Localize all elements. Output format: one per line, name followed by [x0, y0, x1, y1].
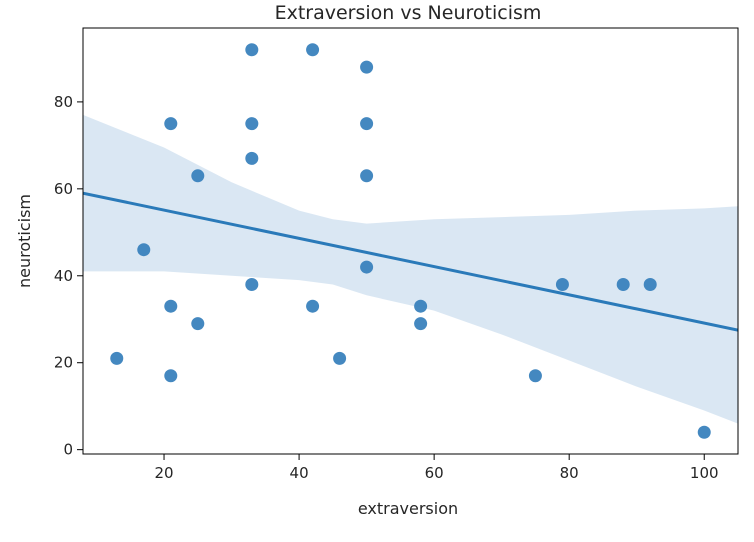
data-point [245, 151, 259, 165]
data-point [360, 60, 374, 74]
data-point [616, 277, 630, 291]
chart-title: Extraversion vs Neuroticism [275, 2, 542, 24]
y-axis-label: neuroticism [15, 194, 34, 288]
confidence-band-layer [83, 114, 738, 424]
data-point [245, 277, 259, 291]
x-axis-label: extraversion [358, 499, 458, 518]
x-tick-label: 100 [690, 464, 719, 482]
data-point [360, 117, 374, 131]
data-point [164, 369, 178, 383]
data-point [164, 299, 178, 313]
data-point [191, 169, 205, 183]
data-point [191, 317, 205, 331]
x-ticks: 20 40 60 80 100 [154, 454, 719, 482]
y-ticks: 0 20 40 60 80 [54, 93, 83, 459]
data-point [360, 260, 374, 274]
data-point [245, 43, 259, 57]
y-tick-label: 20 [54, 354, 73, 372]
data-point [137, 243, 151, 257]
x-tick-label: 60 [425, 464, 444, 482]
data-point [414, 317, 428, 331]
regression-line [83, 191, 738, 332]
data-point [245, 117, 259, 131]
y-tick-label: 80 [54, 93, 73, 111]
y-tick-label: 0 [63, 441, 73, 459]
data-point [306, 299, 320, 313]
x-tick-label: 20 [154, 464, 173, 482]
data-point [414, 299, 428, 313]
regression-line-layer [83, 191, 738, 332]
data-point [164, 117, 178, 131]
data-point [643, 277, 657, 291]
x-tick-label: 80 [560, 464, 579, 482]
confidence-band [83, 114, 738, 424]
data-point [697, 425, 711, 439]
data-point [528, 369, 542, 383]
data-point [333, 351, 347, 365]
data-point [360, 169, 374, 183]
data-point [110, 351, 124, 365]
y-tick-label: 60 [54, 180, 73, 198]
data-points-layer [110, 43, 711, 439]
data-point [555, 277, 569, 291]
plot-frame [82, 27, 739, 455]
data-point [306, 43, 320, 57]
y-tick-label: 40 [54, 267, 73, 285]
x-tick-label: 40 [290, 464, 309, 482]
